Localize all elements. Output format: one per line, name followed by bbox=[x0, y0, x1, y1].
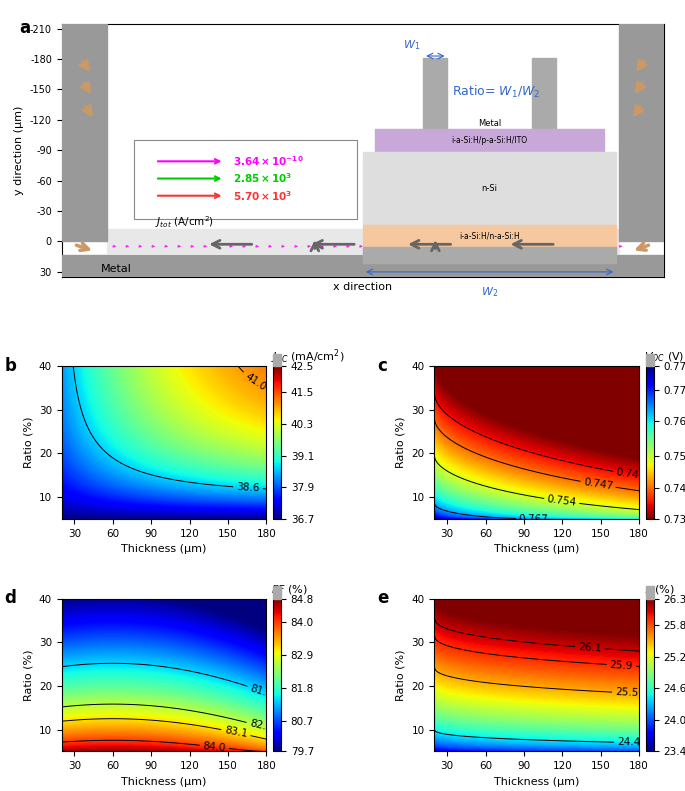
Text: $V_{OC}$ (V): $V_{OC}$ (V) bbox=[644, 350, 684, 365]
Text: Ratio= $W_1$/$W_2$: Ratio= $W_1$/$W_2$ bbox=[451, 84, 540, 100]
Text: e: e bbox=[377, 589, 388, 607]
Y-axis label: Ratio (%): Ratio (%) bbox=[23, 417, 34, 468]
Text: 84.0: 84.0 bbox=[202, 740, 226, 753]
X-axis label: x direction: x direction bbox=[334, 282, 393, 292]
Bar bbox=[62, 255, 664, 278]
Y-axis label: Ratio (%): Ratio (%) bbox=[23, 649, 34, 701]
Text: 82.6: 82.6 bbox=[249, 719, 273, 734]
X-axis label: Thickness (μm): Thickness (μm) bbox=[494, 777, 580, 787]
Text: b: b bbox=[4, 357, 16, 375]
Text: 0.767: 0.767 bbox=[519, 513, 549, 524]
Y-axis label: Ratio (%): Ratio (%) bbox=[396, 417, 406, 468]
X-axis label: Thickness (μm): Thickness (μm) bbox=[494, 544, 580, 554]
Text: 0.743: 0.743 bbox=[615, 467, 647, 482]
Bar bbox=[134, 140, 357, 219]
Y-axis label: y direction (μm): y direction (μm) bbox=[14, 105, 25, 195]
Text: 25.9: 25.9 bbox=[610, 660, 633, 671]
Bar bbox=[619, 24, 664, 241]
Text: $\eta$ (%): $\eta$ (%) bbox=[644, 583, 675, 597]
Text: 38.6: 38.6 bbox=[236, 483, 260, 494]
Text: 26.1: 26.1 bbox=[578, 642, 601, 653]
Text: $\mathbf{5.70\times10^3}$: $\mathbf{5.70\times10^3}$ bbox=[234, 189, 292, 202]
Text: 81.4: 81.4 bbox=[249, 683, 274, 699]
Text: 24.4: 24.4 bbox=[617, 737, 640, 747]
Text: d: d bbox=[4, 589, 16, 607]
X-axis label: Thickness (μm): Thickness (μm) bbox=[121, 777, 207, 787]
Text: $\mathbf{2.85\times10^3}$: $\mathbf{2.85\times10^3}$ bbox=[234, 172, 292, 185]
Bar bbox=[273, 354, 281, 366]
Text: $J_{SC}$ (mA/cm$^2$): $J_{SC}$ (mA/cm$^2$) bbox=[271, 347, 345, 366]
Text: 25.5: 25.5 bbox=[615, 687, 638, 698]
Bar bbox=[62, 24, 107, 241]
Y-axis label: Ratio (%): Ratio (%) bbox=[396, 649, 406, 701]
Text: 41.0: 41.0 bbox=[243, 372, 268, 393]
Text: 0.747: 0.747 bbox=[583, 477, 614, 491]
Text: $FF$ (%): $FF$ (%) bbox=[271, 584, 308, 596]
Text: $J_{tot}$ (A/cm$^2$): $J_{tot}$ (A/cm$^2$) bbox=[155, 214, 214, 229]
Text: $\mathbf{3.64\times10^{-10}}$: $\mathbf{3.64\times10^{-10}}$ bbox=[234, 154, 304, 168]
Text: a: a bbox=[19, 19, 31, 36]
Bar bbox=[107, 229, 619, 253]
Text: 83.1: 83.1 bbox=[223, 725, 248, 740]
Text: Metal: Metal bbox=[101, 263, 132, 274]
X-axis label: Thickness (μm): Thickness (μm) bbox=[121, 544, 207, 554]
Text: c: c bbox=[377, 357, 387, 375]
Bar bbox=[273, 586, 281, 599]
Text: 0.754: 0.754 bbox=[547, 494, 577, 508]
Bar bbox=[646, 586, 653, 599]
